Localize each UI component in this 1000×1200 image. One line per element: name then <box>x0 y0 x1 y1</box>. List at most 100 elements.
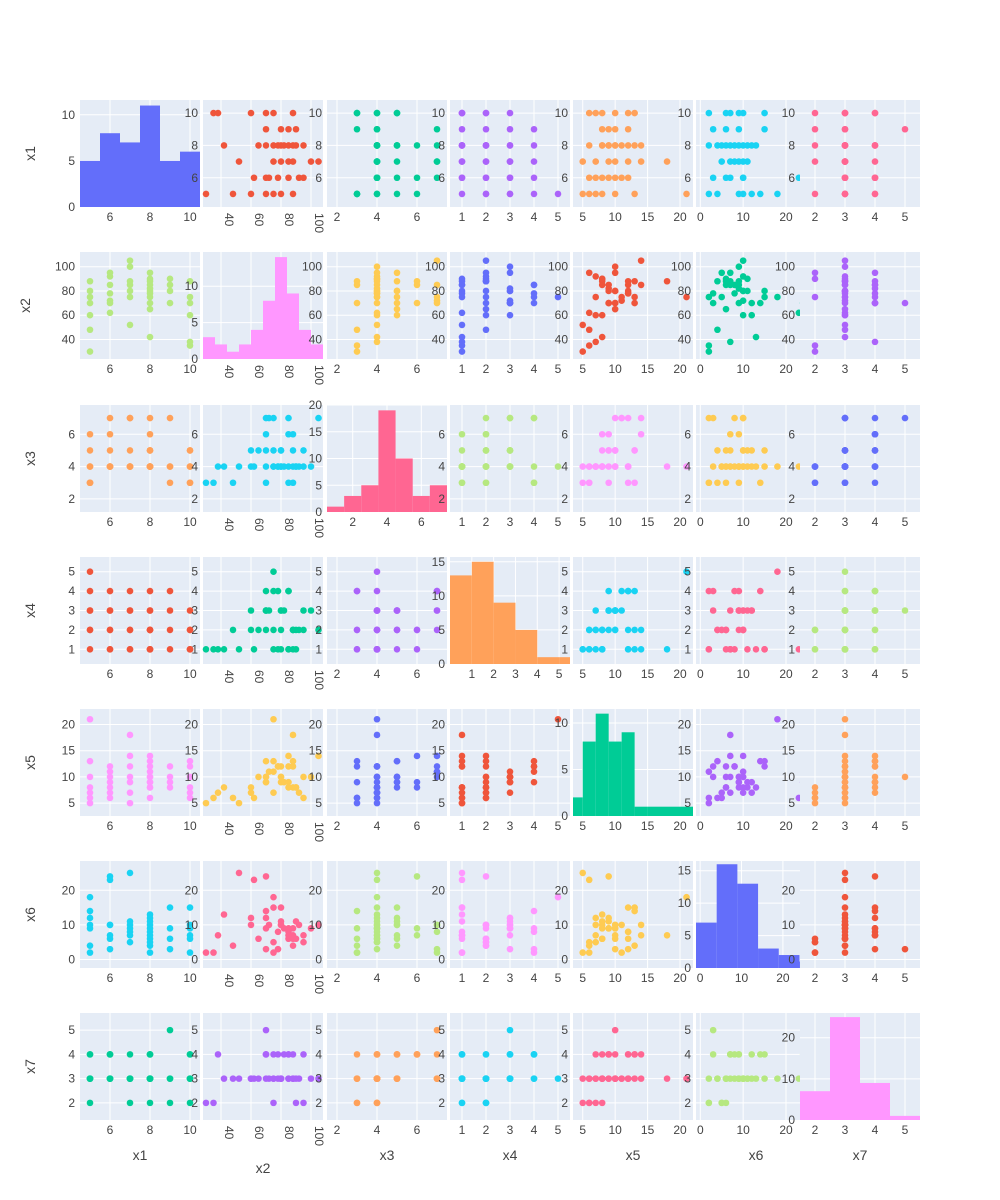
scatter-point <box>373 109 381 117</box>
scatter-point <box>579 348 587 355</box>
scatter-point <box>270 190 277 198</box>
scatter-point <box>585 949 593 956</box>
y-tick-label: 10 <box>555 716 569 730</box>
scatter-point <box>631 447 638 454</box>
scatter-point <box>705 1099 713 1107</box>
scatter-point <box>247 784 255 791</box>
scatter-point <box>841 587 849 595</box>
scatter-point <box>592 338 600 346</box>
scatter-point <box>841 305 849 313</box>
scatter-point <box>270 757 277 765</box>
scatter-point <box>393 142 401 149</box>
scatter-point <box>554 190 562 198</box>
histogram-bar <box>361 485 379 512</box>
y-tick-label: 15 <box>678 864 692 878</box>
scatter-point <box>631 587 638 595</box>
y-tick-label: 2 <box>561 1096 568 1110</box>
scatter-point <box>871 109 879 117</box>
y-tick-label: 8 <box>684 138 691 152</box>
scatter-point <box>106 1051 114 1058</box>
scatter-point <box>709 607 717 614</box>
scatter-point <box>871 293 879 301</box>
scatter-point <box>722 784 730 791</box>
histogram-bar <box>696 922 717 968</box>
scatter-point <box>220 646 228 653</box>
scatter-point <box>86 794 94 802</box>
x-tick-label: 40 <box>222 518 236 532</box>
scatter-point <box>393 784 401 791</box>
scatter-point <box>841 257 849 264</box>
scatter-point <box>841 174 849 182</box>
scatter-point <box>530 768 538 775</box>
x-tick-label: 1 <box>459 210 466 224</box>
x-tick-label: 6 <box>107 819 114 833</box>
scatter-point <box>146 768 154 775</box>
scatter-point <box>726 430 734 438</box>
scatter-point <box>393 158 401 165</box>
scatter-point <box>871 158 879 165</box>
scatter-point <box>126 414 134 422</box>
scatter-point <box>506 285 514 292</box>
scatter-point <box>482 109 490 117</box>
scatter-point <box>530 479 538 487</box>
x-tick-label: 3 <box>842 515 849 529</box>
y-tick-label: 8 <box>438 138 445 152</box>
scatter-point <box>214 789 222 796</box>
scatter-point <box>748 311 756 319</box>
histogram-bar <box>778 955 800 968</box>
y-tick-label: 5 <box>561 762 568 776</box>
y-tick-label: 40 <box>309 332 323 346</box>
x-tick-label: 2 <box>483 515 490 529</box>
scatter-point <box>285 430 292 438</box>
scatter-point <box>482 778 490 786</box>
scatter-point <box>718 789 726 796</box>
scatter-point <box>146 1075 154 1082</box>
scatter-point <box>458 949 466 956</box>
scatter-point <box>598 1051 606 1058</box>
x-tick-label: 2 <box>334 819 341 833</box>
scatter-point <box>841 904 849 911</box>
scatter-point <box>458 348 466 355</box>
scatter-point <box>705 142 713 149</box>
scatter-point <box>761 757 768 765</box>
scatter-point <box>210 949 217 956</box>
scatter-point <box>592 158 600 165</box>
x-tick-label: 2 <box>334 667 341 681</box>
x-tick-label: 1 <box>459 362 466 376</box>
scatter-point <box>277 463 285 470</box>
y-tick-label: 100 <box>425 260 445 274</box>
histogram-bar <box>395 458 413 512</box>
scatter-point <box>624 904 632 911</box>
x-tick-label: 2 <box>483 210 490 224</box>
scatter-point <box>86 287 94 295</box>
y-axis-title-x1: x1 <box>22 146 38 161</box>
scatter-point <box>413 142 421 149</box>
scatter-point <box>289 626 297 634</box>
scatter-point <box>592 293 600 301</box>
scatter-point <box>554 463 562 470</box>
y-tick-label: 60 <box>309 308 323 322</box>
scatter-point <box>585 326 593 334</box>
scatter-point <box>393 921 401 929</box>
y-tick-label: 4 <box>191 1047 198 1061</box>
scatter-point <box>202 1099 210 1107</box>
scatter-point <box>289 109 297 117</box>
scatter-point <box>624 945 632 953</box>
scatter-point <box>714 479 721 487</box>
scatter-point <box>554 1075 562 1082</box>
scatter-point <box>705 109 713 117</box>
scatter-point <box>530 763 538 770</box>
scatter-point <box>373 893 381 901</box>
scatter-point <box>735 1075 743 1082</box>
y-tick-label: 2 <box>438 492 445 506</box>
scatter-point <box>735 125 743 133</box>
scatter-point <box>262 463 270 470</box>
scatter-point <box>841 333 849 341</box>
scatter-point <box>126 752 134 760</box>
scatter-point <box>235 869 243 877</box>
scatter-point <box>624 646 632 653</box>
scatter-point <box>506 190 514 198</box>
scatter-point <box>247 1075 255 1082</box>
scatter-point <box>841 773 849 781</box>
scatter-point <box>126 789 134 796</box>
